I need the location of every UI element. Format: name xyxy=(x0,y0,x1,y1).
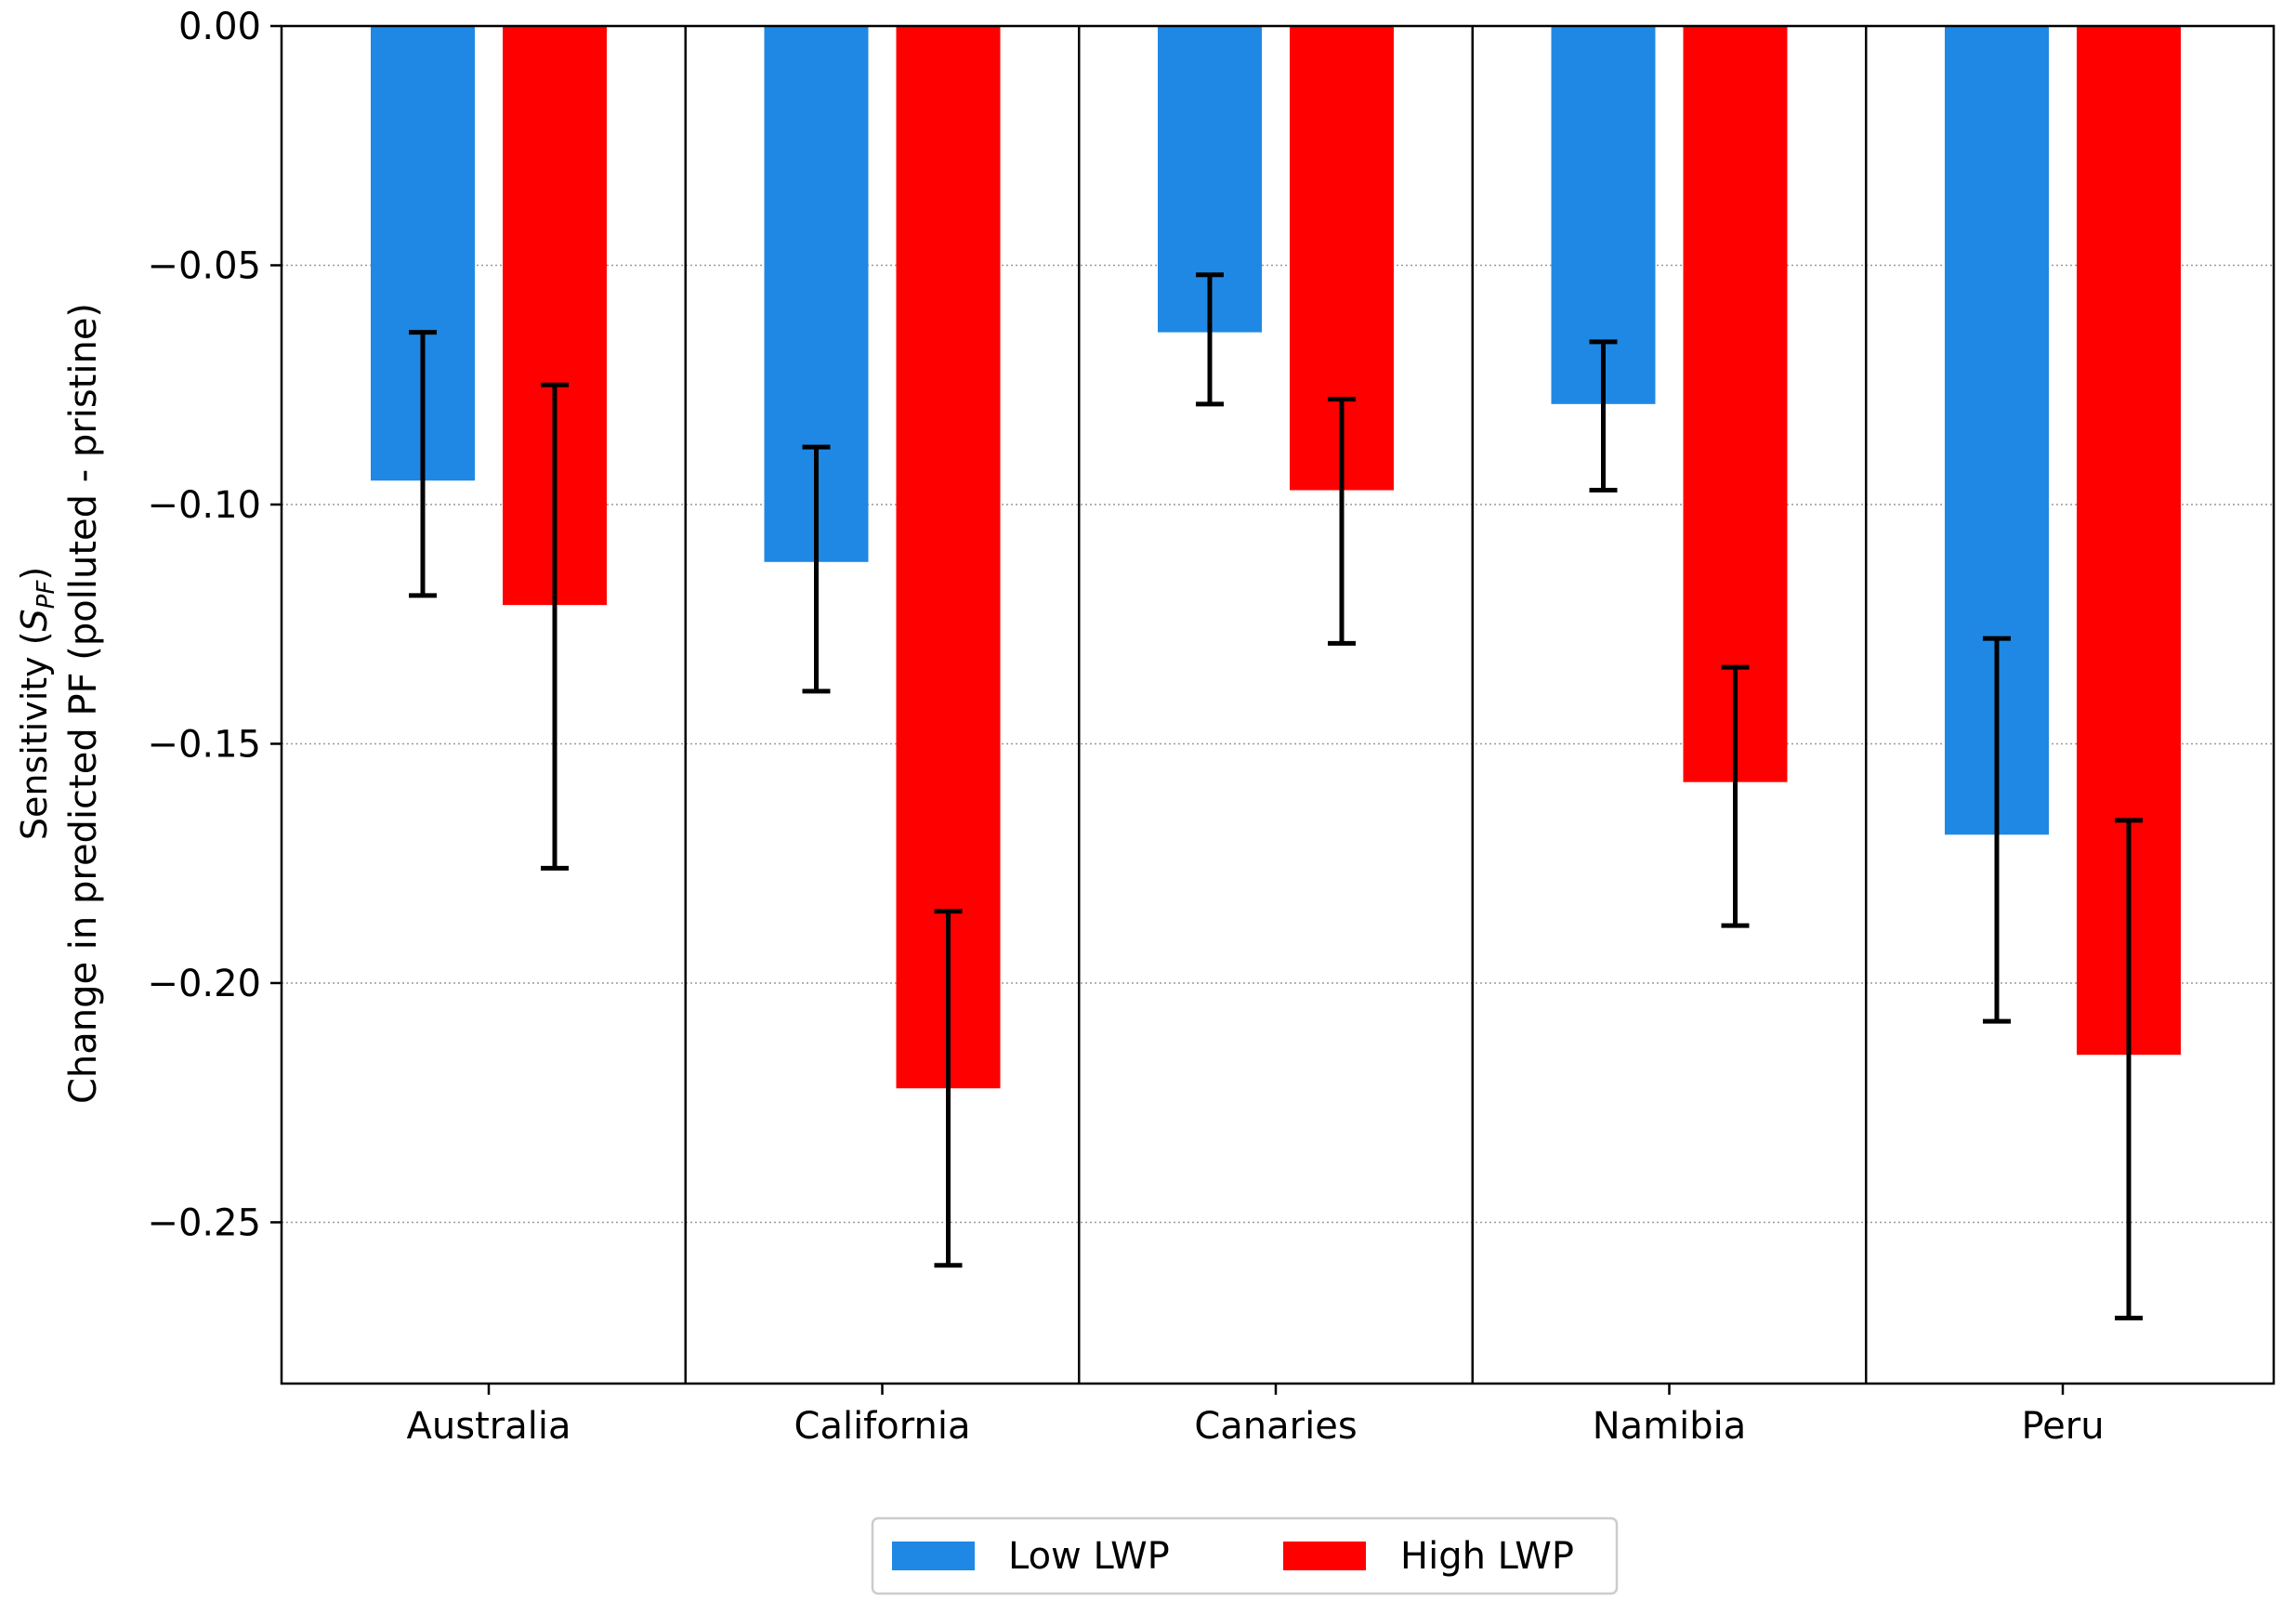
y-tick-label: −0.10 xyxy=(147,484,261,527)
legend-frame xyxy=(871,1516,1619,1595)
x-axis: Australia California Canaries Namibia Peru xyxy=(407,1384,2105,1448)
x-tick-label: Australia xyxy=(407,1405,571,1448)
y-axis-label: Sensitivity (SPF) xyxy=(14,567,60,840)
bars xyxy=(371,26,2181,1089)
y-axis: 0.00 −0.05 −0.10 −0.15 −0.20 −0.25 xyxy=(147,6,282,1244)
x-tick-label: Canaries xyxy=(1194,1405,1357,1448)
y-axis-label-line2: Change in predicted PF (polluted - prist… xyxy=(62,303,105,1104)
legend-label-low-lwp: Low LWP xyxy=(1008,1535,1170,1578)
x-tick-label: Namibia xyxy=(1593,1405,1747,1448)
error-bars xyxy=(409,272,2143,1320)
group-separators xyxy=(684,26,1868,1384)
x-tick-label: Peru xyxy=(2021,1405,2104,1448)
legend-swatch-high-lwp xyxy=(1283,1542,1366,1570)
y-tick-label: −0.20 xyxy=(147,963,261,1005)
legend: Low LWP High LWP xyxy=(871,1516,1619,1595)
grid-lines xyxy=(282,264,2274,1224)
y-tick-label: 0.00 xyxy=(178,6,261,48)
y-tick-label: −0.05 xyxy=(147,244,261,287)
x-tick-label: California xyxy=(794,1405,971,1448)
legend-label-high-lwp: High LWP xyxy=(1400,1535,1574,1578)
bar-high-lwp-namibia xyxy=(1683,26,1788,782)
plot-frame xyxy=(280,24,2276,1385)
y-tick-label: −0.25 xyxy=(147,1201,261,1244)
y-axis-label-line1: Sensitivity (SPF) xyxy=(14,567,60,840)
y-tick-label: −0.15 xyxy=(147,723,261,766)
legend-swatch-low-lwp xyxy=(892,1542,975,1570)
